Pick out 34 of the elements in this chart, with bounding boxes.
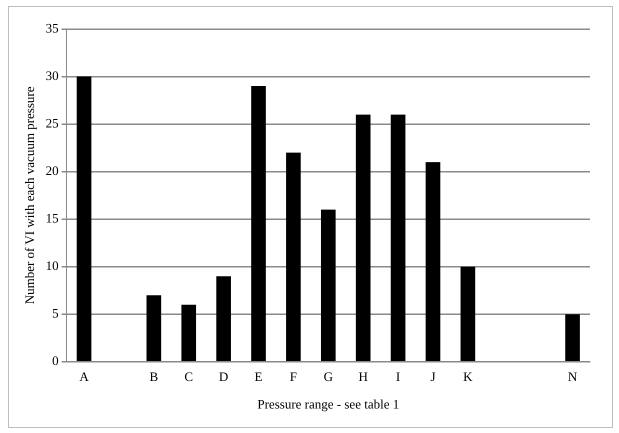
x-tick-label: N — [568, 369, 578, 384]
y-tick-label: 30 — [46, 68, 59, 83]
bar — [181, 304, 196, 362]
x-axis-title: Pressure range - see table 1 — [257, 396, 400, 412]
y-tick-label: 15 — [46, 210, 59, 226]
y-tick-label: 5 — [52, 306, 59, 321]
x-tick-label: C — [184, 369, 194, 384]
x-tick-label: E — [254, 369, 263, 384]
y-tick-label: 10 — [46, 258, 59, 274]
bar — [565, 314, 580, 362]
bar — [390, 114, 406, 362]
y-tick-label: 0 — [52, 353, 59, 368]
x-tick-label: I — [396, 369, 400, 384]
bar — [251, 86, 266, 362]
bar — [76, 76, 92, 362]
y-axis-title: Number of VI with each vacuum pressure — [22, 86, 38, 304]
x-tick-label: H — [358, 369, 368, 384]
x-tick-label: F — [290, 369, 298, 384]
bar — [320, 210, 336, 362]
x-tick-label: G — [324, 369, 333, 384]
x-tick-label: B — [149, 369, 158, 384]
bar — [426, 162, 440, 362]
y-tick-label: 20 — [46, 163, 59, 178]
bar — [460, 266, 476, 362]
bar — [356, 114, 371, 362]
bar — [146, 295, 162, 362]
x-tick-label: J — [430, 369, 436, 384]
x-tick-label: K — [463, 369, 474, 384]
x-tick-label: A — [79, 369, 90, 384]
bar — [286, 152, 301, 362]
y-tick-label: 35 — [46, 20, 59, 36]
x-tick-label: D — [218, 369, 228, 384]
y-tick-label: 25 — [46, 116, 59, 131]
bar — [216, 276, 231, 362]
